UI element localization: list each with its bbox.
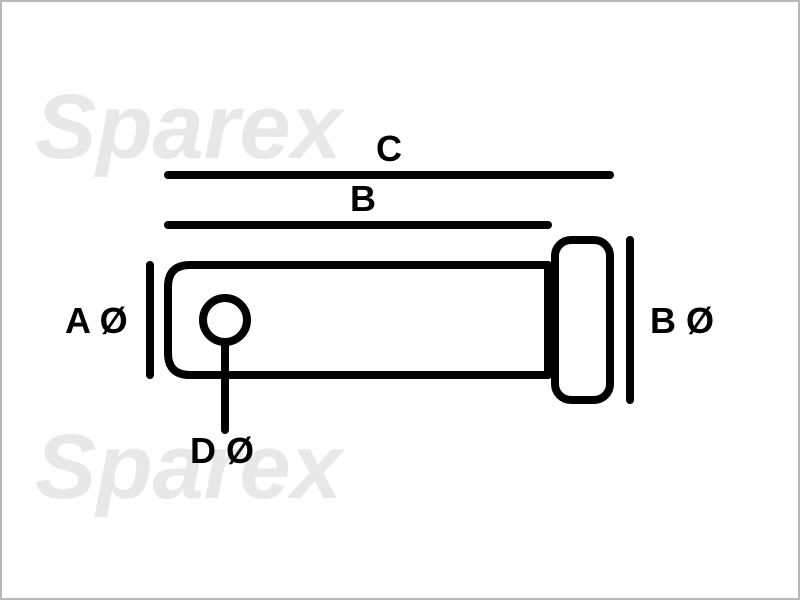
label-b: B bbox=[350, 178, 376, 220]
pin-hole bbox=[203, 298, 247, 342]
label-d-diameter: D Ø bbox=[190, 430, 254, 472]
label-b-diameter: B Ø bbox=[650, 300, 714, 342]
pin-head bbox=[555, 240, 610, 400]
diagram-container: C B A Ø B Ø D Ø bbox=[0, 0, 800, 600]
label-c: C bbox=[376, 128, 402, 170]
label-a-diameter: A Ø bbox=[65, 300, 128, 342]
